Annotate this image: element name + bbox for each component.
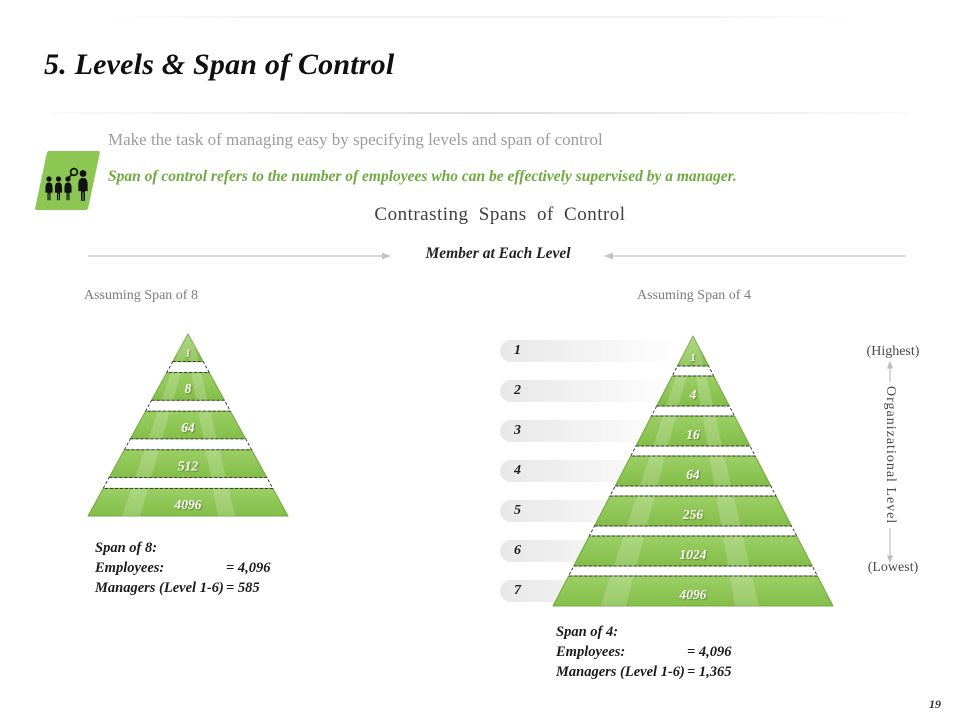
- member-level-heading: Member at Each Level: [425, 245, 571, 262]
- pyramid-segment-value: 64: [686, 467, 700, 482]
- pyramid-span8: 1 8 64 512 4096: [87, 333, 289, 517]
- organizational-level-label: Organizational Level: [881, 382, 899, 529]
- caption-value: = 1,365: [687, 664, 732, 680]
- title-divider: [52, 112, 908, 114]
- caption-label: Employees:: [556, 644, 626, 660]
- top-divider: [105, 16, 855, 18]
- caption-label: Employees:: [95, 560, 165, 576]
- span4-label: Assuming Span of 4: [637, 288, 751, 303]
- level-number: 4: [514, 463, 521, 478]
- subtitle-text: Make the task of managing easy by specif…: [108, 130, 603, 149]
- span8-label: Assuming Span of 8: [84, 288, 198, 303]
- caption-title: Span of 4:: [556, 624, 619, 640]
- highlight-text: Span of control refers to the number of …: [108, 168, 737, 185]
- caption-label: Managers (Level 1-6): [95, 580, 224, 596]
- caption-row: Employees: = 4,096: [556, 642, 732, 662]
- people-search-icon: [45, 167, 88, 201]
- caption-label: Managers (Level 1-6): [556, 664, 685, 680]
- pyramid-span4: 1 4 16 64 256 1024 4096: [552, 335, 834, 607]
- pyramid-segment-value: 4: [689, 387, 697, 402]
- pyramid-segment-value: 1: [185, 348, 191, 360]
- level-pill: 1: [500, 340, 686, 362]
- pyramid-segment-value: 1024: [680, 547, 707, 562]
- axis-highest-label: (Highest): [866, 344, 920, 359]
- level-number: 6: [514, 543, 521, 558]
- level-number: 1: [514, 343, 521, 358]
- pyramid-segment-value: 256: [682, 507, 704, 522]
- pyramid-segment-value: 4096: [679, 587, 707, 602]
- section-heading: Contrasting Spans of Control: [374, 204, 626, 225]
- slide-title: 5. Levels & Span of Control: [44, 48, 395, 81]
- level-number: 2: [514, 383, 521, 398]
- caption-row: Managers (Level 1-6) = 1,365: [556, 662, 732, 682]
- caption-title: Span of 8:: [95, 540, 158, 556]
- caption-row: Managers (Level 1-6) = 585: [95, 578, 271, 598]
- pyramid-segment-value: 4096: [174, 497, 202, 512]
- axis-lowest-label: (Lowest): [867, 560, 919, 575]
- caption-value: = 585: [226, 580, 260, 596]
- pyramid-segment-value: 512: [178, 458, 199, 473]
- pyramid-segment-value: 8: [185, 381, 192, 396]
- level-number: 7: [514, 583, 521, 598]
- span8-caption: Span of 8: Employees: = 4,096 Managers (…: [95, 538, 271, 598]
- caption-value: = 4,096: [226, 560, 271, 576]
- page-number: 19: [929, 697, 941, 711]
- pyramid-segment-value: 64: [181, 420, 195, 435]
- pyramid-segment-value: 16: [686, 427, 700, 442]
- pyramid-segment-value: 1: [690, 352, 696, 364]
- level-pill: 2: [500, 380, 686, 402]
- span4-caption: Span of 4: Employees: = 4,096 Managers (…: [556, 622, 732, 682]
- member-level-arrows: [88, 252, 906, 260]
- caption-row: Employees: = 4,096: [95, 558, 271, 578]
- level-pill: 3: [500, 420, 686, 442]
- level-number: 5: [514, 503, 521, 518]
- level-number: 3: [514, 423, 521, 438]
- caption-value: = 4,096: [687, 644, 732, 660]
